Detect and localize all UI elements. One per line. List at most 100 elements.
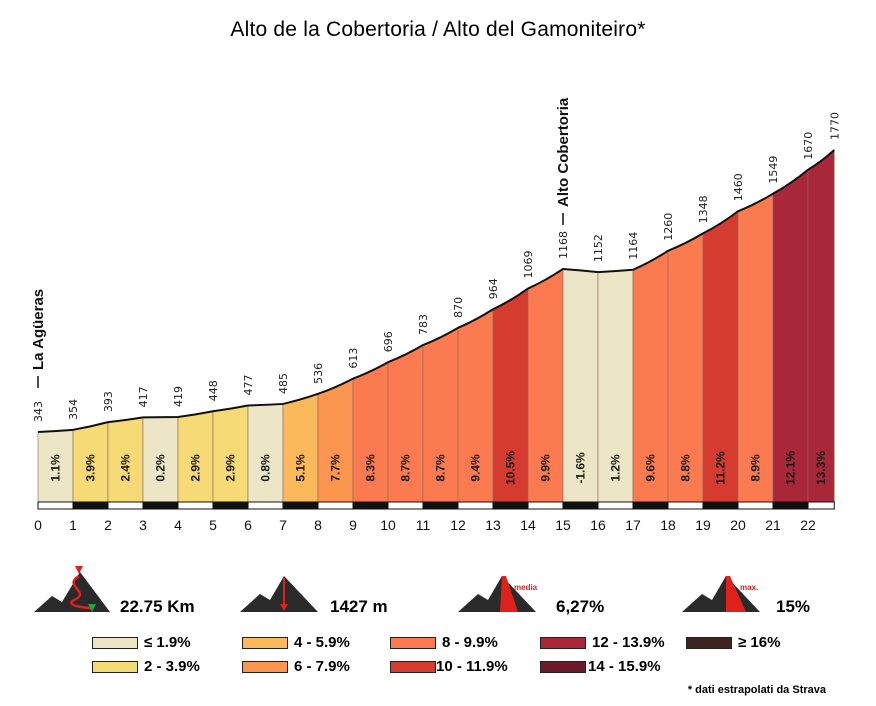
- distance-scale-bar: [37, 501, 835, 510]
- gradient-label: 13.3%: [814, 451, 828, 485]
- x-tick-label: 0: [34, 517, 42, 533]
- gradient-label: 8.3%: [364, 454, 378, 482]
- average-gradient-icon: media: [458, 576, 538, 612]
- legend-swatch: [242, 661, 288, 673]
- elevation-gain-icon: [240, 576, 318, 612]
- legend-label: 6 - 7.9%: [294, 658, 350, 675]
- x-tick-label: 12: [450, 517, 466, 533]
- distance-icon: [34, 566, 110, 612]
- elevation-label: 1152: [592, 234, 605, 262]
- gradient-label: 7.7%: [329, 454, 343, 482]
- x-tick-label: 10: [380, 517, 396, 533]
- x-tick-label: 5: [209, 517, 217, 533]
- distance-stat: 22.75 Km: [32, 560, 222, 620]
- profile-line: [37, 149, 835, 433]
- legend-swatch: [540, 637, 586, 649]
- gradient-label: 2.9%: [224, 454, 238, 482]
- scale-bar-segment: [247, 501, 284, 510]
- scale-bar-segment: [72, 501, 109, 510]
- legend-label: 12 - 13.9%: [592, 634, 665, 651]
- x-tick-label: 21: [765, 517, 781, 533]
- legend-label: 10 - 11.9%: [436, 658, 508, 675]
- average-gradient-value: 6,27%: [556, 597, 605, 616]
- legend-label: ≥ 16%: [738, 634, 781, 651]
- legend-swatch: [92, 661, 138, 673]
- elevation-label: 1770: [828, 112, 841, 140]
- x-tick-label: 7: [279, 517, 287, 533]
- x-tick-label: 6: [244, 517, 252, 533]
- legend-label: 14 - 15.9%: [588, 658, 661, 675]
- elevation-label: 1260: [662, 213, 675, 241]
- max-label: max.: [740, 583, 758, 592]
- gradient-label: 12.1%: [784, 451, 798, 485]
- gradient-label: 9.4%: [469, 454, 483, 482]
- elevation-label: 1460: [732, 173, 745, 201]
- scale-bar-segment: [702, 501, 739, 510]
- average-gradient-stat: media 6,27%: [456, 560, 636, 620]
- gradient-segment: [807, 149, 835, 503]
- gradient-label: 0.2%: [154, 454, 168, 482]
- x-tick-label: 2: [104, 517, 112, 533]
- scale-bar-segment: [807, 501, 835, 510]
- x-tick-label: 1: [69, 517, 77, 533]
- gradient-labels: 1.1% 3.9% 2.4% 0.2% 2.9% 2.9% 0.8% 5.1% 7.7% 8.3%…: [49, 451, 829, 485]
- gradient-label: 1.1%: [49, 454, 63, 482]
- summary-stats: 22.75 Km 1427 m media 6,27% max. 15%: [0, 560, 876, 620]
- scale-bar-segment: [142, 501, 179, 510]
- legend-swatch: [390, 637, 436, 649]
- elevation-gain-value: 1427 m: [330, 597, 388, 616]
- gradient-label: 1.2%: [609, 454, 623, 482]
- scale-bar-segment: [632, 501, 669, 510]
- gradient-label: 8.9%: [749, 454, 763, 482]
- gradient-label: 11.2%: [714, 451, 728, 485]
- x-tick-label: 18: [660, 517, 676, 533]
- gradient-segment: [282, 393, 319, 503]
- x-tick-label: 4: [174, 517, 182, 533]
- scale-bar-segment: [317, 501, 354, 510]
- legend-swatch: [540, 661, 586, 673]
- elevation-label: 1164: [627, 232, 640, 260]
- elevation-profile-chart: 343 354 393 417 419 448 477 485 5366136967838709…: [30, 97, 841, 533]
- elevation-label: 343: [32, 401, 45, 422]
- elevation-label: 1069: [522, 251, 535, 279]
- scale-bar-segment: [422, 501, 459, 510]
- elevation-label: 1168: [557, 231, 570, 259]
- elevation-label: 419: [172, 386, 185, 407]
- scale-bar-segment: [352, 501, 389, 510]
- scale-bar-segment: [667, 501, 704, 510]
- elevation-label: 417: [137, 386, 150, 407]
- elevation-labels: 343 354 393 417 419 448 477 485 536 613 696 783 870 9…: [32, 112, 841, 422]
- elevation-label: 477: [242, 375, 255, 396]
- gradient-label: 5.1%: [294, 454, 308, 482]
- elevation-label: 613: [347, 348, 360, 369]
- x-tick-label: 19: [695, 517, 711, 533]
- elevation-label: 870: [452, 297, 465, 318]
- elevation-label: 696: [382, 331, 395, 352]
- elevation-label: 485: [277, 373, 290, 394]
- distance-value: 22.75 Km: [120, 597, 195, 616]
- x-tick-label: 16: [590, 517, 606, 533]
- x-tick-label: 9: [349, 517, 357, 533]
- elevation-label: 393: [102, 391, 115, 412]
- elevation-label: 783: [417, 314, 430, 335]
- scale-bar-segment: [107, 501, 144, 510]
- gradient-segment: [247, 403, 284, 503]
- scale-bar-segment: [597, 501, 634, 510]
- x-tick-label: 17: [625, 517, 641, 533]
- x-tick-label: 8: [314, 517, 322, 533]
- elevation-label: 354: [67, 399, 80, 420]
- landmark-label: Alto Cobertoria: [555, 97, 572, 207]
- legend-label: 2 - 3.9%: [144, 658, 200, 675]
- scale-bar-segment: [737, 501, 774, 510]
- gradient-label: 8.7%: [434, 454, 448, 482]
- scale-bar-segment: [282, 501, 319, 510]
- scale-bar-segment: [212, 501, 249, 510]
- gradient-segment: [212, 405, 249, 503]
- elevation-label: 536: [312, 363, 325, 384]
- elevation-label: 1348: [697, 195, 710, 223]
- x-tick-label: 15: [555, 517, 571, 533]
- average-label: media: [514, 583, 538, 592]
- scale-bar-segment: [457, 501, 494, 510]
- legend-swatch: [390, 661, 436, 673]
- max-gradient-stat: max. 15%: [680, 560, 860, 620]
